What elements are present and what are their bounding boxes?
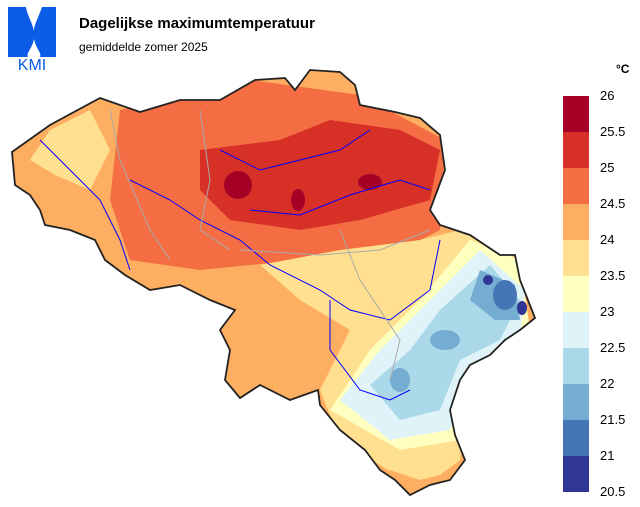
- legend-label: 23: [600, 304, 615, 319]
- rivers: [39, 129, 441, 401]
- svg-text:KMI: KMI: [18, 57, 46, 71]
- zone-25.5-26: [224, 171, 252, 199]
- zone-21-21.5: [493, 280, 517, 310]
- legend-bin: [563, 240, 589, 276]
- legend-label: 21.5: [600, 412, 626, 427]
- legend-bin: [563, 204, 589, 240]
- zone-coast-23.5-24: [30, 110, 110, 190]
- zone-21.5-22: [430, 330, 460, 350]
- legend-bin: [563, 420, 589, 456]
- kmi-logo: KMI: [8, 7, 56, 71]
- map-title: Dagelijkse maximumtemperatuur: [79, 15, 315, 32]
- legend-bin: [563, 348, 589, 384]
- legend-bin: [563, 456, 589, 492]
- legend-unit: °C: [616, 62, 630, 76]
- zone-25-25.5: [200, 120, 440, 230]
- legend-label: 22: [600, 376, 615, 391]
- province-borders: [109, 109, 431, 381]
- map-subtitle: gemiddelde zomer 2025: [79, 40, 208, 54]
- legend-bin: [563, 276, 589, 312]
- zone-20.5-21: [483, 275, 493, 285]
- legend-label: 22.5: [600, 340, 626, 355]
- legend-bin: [563, 132, 589, 168]
- legend-label: 20.5: [600, 484, 626, 499]
- legend-bin: [563, 384, 589, 420]
- color-legend: [563, 96, 589, 492]
- legend-label: 25.5: [600, 124, 626, 139]
- legend-label: 23.5: [600, 268, 626, 283]
- zone-25.5-26: [358, 174, 382, 190]
- legend-bin: [563, 312, 589, 348]
- legend-bin: [563, 96, 589, 132]
- legend-label: 25: [600, 160, 615, 175]
- zone-25.5-26: [291, 189, 305, 211]
- zone-21.5-22: [390, 368, 410, 392]
- legend-bin: [563, 168, 589, 204]
- zone-20.5-21: [517, 301, 527, 315]
- legend-label: 26: [600, 88, 615, 103]
- legend-label: 24.5: [600, 196, 626, 211]
- legend-label: 24: [600, 232, 615, 247]
- legend-label: 21: [600, 448, 615, 463]
